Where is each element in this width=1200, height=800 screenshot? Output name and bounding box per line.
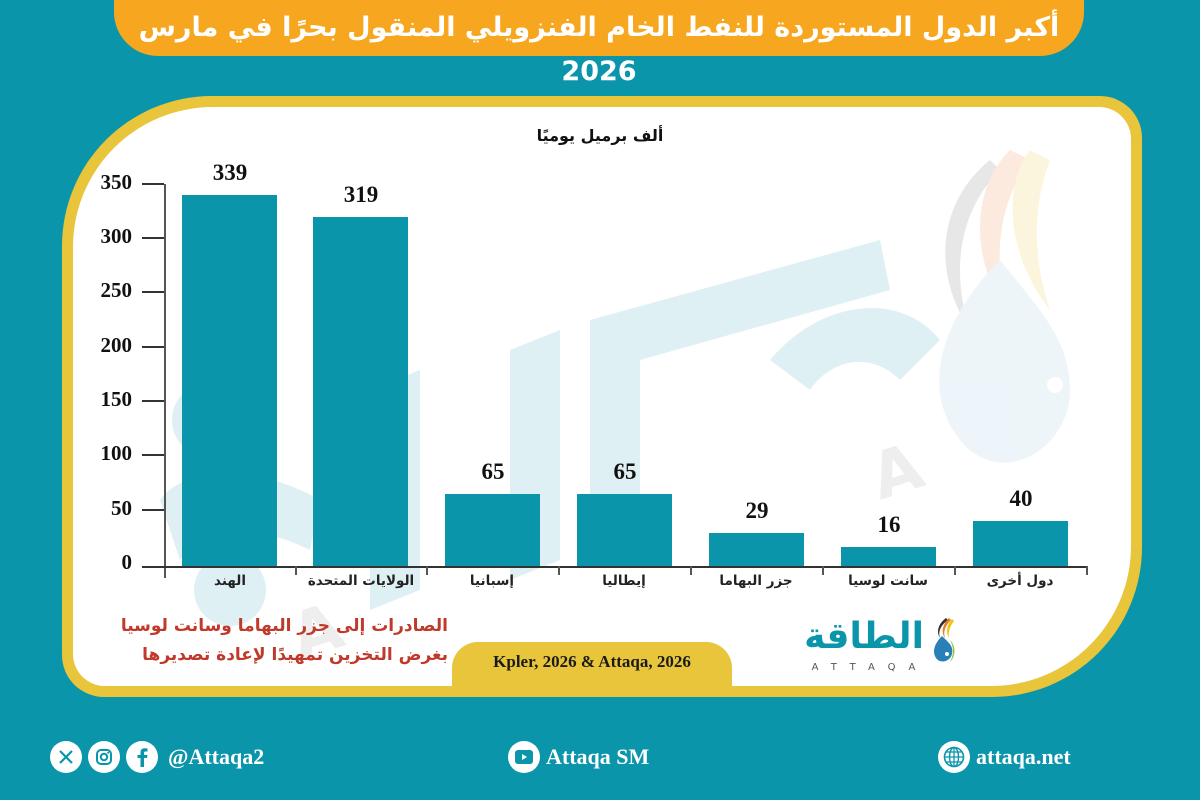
source-tab (452, 642, 732, 697)
source-label: Kpler, 2026 & Attaqa, 2026 (493, 652, 691, 671)
facebook-icon[interactable] (126, 741, 158, 773)
website-link[interactable]: attaqa.net (938, 738, 1071, 776)
x-tick (558, 566, 560, 575)
x-tick (822, 566, 824, 575)
y-tick (142, 183, 164, 185)
y-tick (142, 509, 164, 511)
x-tick (690, 566, 692, 575)
bar-value-label: 339 (212, 160, 248, 185)
y-tick (142, 237, 164, 239)
y-tick-label: 250 (100, 278, 133, 302)
y-tick-label: 0 (121, 550, 133, 574)
bar-bahamas (709, 533, 804, 566)
bar-other-countries (973, 521, 1068, 566)
bar-spain (445, 494, 540, 566)
y-tick-label: 100 (100, 441, 133, 465)
bar-value-label: 65 (481, 459, 505, 484)
bar-value-label: 319 (343, 182, 379, 207)
y-tick-label: 300 (100, 224, 133, 248)
category-label: إسبانيا (469, 573, 515, 589)
y-axis (164, 184, 166, 578)
bar-value-label: 65 (613, 459, 637, 484)
x-icon[interactable] (50, 741, 82, 773)
x-tick (295, 566, 297, 575)
social-links: @Attaqa2 (50, 738, 264, 776)
category-label: الهند (214, 573, 246, 589)
bar-value-label: 16 (877, 512, 901, 537)
logo-drop-icon (934, 618, 955, 662)
youtube-channel[interactable]: Attaqa SM (546, 744, 650, 769)
x-tick (426, 566, 428, 575)
y-tick-label: 150 (100, 387, 133, 411)
bar-india (182, 195, 277, 566)
category-label: الولايات المتحدة (307, 573, 415, 589)
y-tick (142, 454, 164, 456)
category-label: جزر البهاما (719, 573, 793, 589)
youtube-icon[interactable] (508, 741, 540, 773)
website-url[interactable]: attaqa.net (976, 744, 1071, 769)
chart-title: أكبر الدول المستوردة للنفط الخام الفنزوي… (138, 12, 1060, 87)
y-tick (142, 346, 164, 348)
y-tick-label: 200 (100, 333, 133, 357)
footnote-line-1: الصادرات إلى جزر البهاما وسانت لوسيا (120, 616, 448, 636)
youtube-link[interactable]: Attaqa SM (508, 738, 649, 776)
bar-united-states (313, 217, 408, 566)
unit-label: ألف برميل يوميًا (536, 126, 664, 145)
bar-value-label: 29 (745, 498, 769, 523)
social-handle[interactable]: @Attaqa2 (168, 744, 265, 769)
x-tick (1086, 566, 1088, 575)
y-tick-label: 350 (100, 170, 133, 194)
x-axis (142, 566, 1087, 568)
y-tick-label: 50 (111, 496, 132, 520)
bar-value-label: 40 (1009, 486, 1033, 511)
y-tick (142, 400, 164, 402)
instagram-icon[interactable] (88, 741, 120, 773)
globe-icon[interactable] (938, 741, 970, 773)
title-banner (114, 0, 1084, 56)
x-tick (954, 566, 956, 575)
bar-saint-lucia (841, 547, 936, 566)
footnote: الصادرات إلى جزر البهاما وسانت لوسيا بغر… (86, 612, 448, 670)
logo-english-text: ATTAQA (811, 662, 929, 673)
footnote-line-2: بغرض التخزين تمهيدًا لإعادة تصديرها (142, 645, 448, 665)
y-tick (142, 291, 164, 293)
category-label: إيطاليا (602, 573, 646, 589)
category-label: دول أخرى (986, 573, 1054, 589)
category-label: سانت لوسيا (848, 573, 928, 589)
attaqa-logo: الطاقة ATTAQA (800, 612, 960, 692)
bar-italy (577, 494, 672, 566)
logo-arabic-text: الطاقة (804, 616, 924, 657)
